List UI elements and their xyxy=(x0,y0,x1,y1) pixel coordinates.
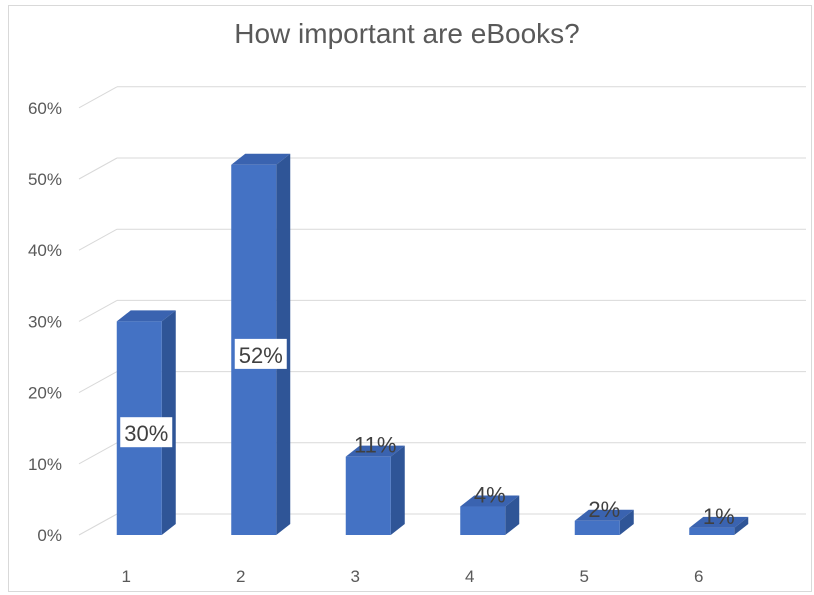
bar-top-face xyxy=(460,495,520,507)
bar-top-face xyxy=(231,153,291,165)
bar xyxy=(689,516,749,535)
data-label-text: 1% xyxy=(703,504,735,529)
bar-side-face xyxy=(734,516,749,535)
y-tick-label: 60% xyxy=(28,99,62,118)
data-label-text: 4% xyxy=(474,483,506,508)
bar xyxy=(345,445,405,535)
bar-top-face xyxy=(345,445,405,457)
y-tick-label: 0% xyxy=(37,526,62,545)
gridline-diagonal xyxy=(78,157,118,180)
bar-top-face xyxy=(689,516,749,528)
x-tick-label: 4 xyxy=(465,567,474,586)
data-label-text: 11% xyxy=(354,433,396,458)
gridline-diagonal xyxy=(78,228,118,251)
bar xyxy=(574,509,634,535)
gridline-diagonal xyxy=(78,86,118,109)
x-tick-label: 6 xyxy=(694,567,703,586)
data-label: 11% xyxy=(354,433,396,458)
data-label-text: 52% xyxy=(239,343,283,368)
x-tick-label: 5 xyxy=(580,567,589,586)
gridline-diagonal xyxy=(78,442,118,465)
x-tick-label: 1 xyxy=(122,567,131,586)
data-label: 30% xyxy=(120,417,173,448)
y-tick-label: 50% xyxy=(28,170,62,189)
bar-side-face xyxy=(390,445,405,535)
bar-side-face xyxy=(619,509,634,535)
y-tick-label: 30% xyxy=(28,312,62,331)
bar-top-face xyxy=(574,509,634,521)
gridline-diagonal xyxy=(78,299,118,322)
y-tick-label: 10% xyxy=(28,455,62,474)
data-label-background xyxy=(234,338,287,369)
bar-side-face xyxy=(505,495,520,535)
bar-front-face xyxy=(460,506,506,535)
data-label: 4% xyxy=(474,483,506,508)
data-label: 52% xyxy=(234,338,287,369)
bar xyxy=(460,495,520,535)
data-label-text: 2% xyxy=(588,497,620,522)
data-label: 1% xyxy=(703,504,735,529)
x-tick-label: 2 xyxy=(236,567,245,586)
data-label-background xyxy=(120,417,173,448)
gridline-diagonal xyxy=(78,371,118,394)
bar-front-face xyxy=(345,456,391,535)
data-label: 2% xyxy=(588,497,620,522)
gridline-diagonal xyxy=(78,513,118,536)
chart-title: How important are eBooks? xyxy=(234,18,580,49)
y-tick-label: 20% xyxy=(28,384,62,403)
bar-top-face xyxy=(116,310,176,322)
bar-front-face xyxy=(689,527,735,535)
x-tick-label: 3 xyxy=(351,567,360,586)
data-label-text: 30% xyxy=(124,421,168,446)
bar-front-face xyxy=(574,520,620,535)
y-tick-label: 40% xyxy=(28,241,62,260)
